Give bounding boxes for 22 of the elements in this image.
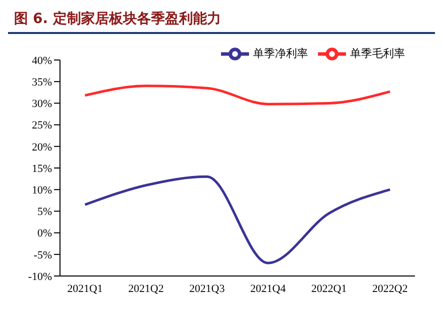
y-tick-label: 15% <box>32 162 52 175</box>
y-tick-label: -5% <box>34 249 52 262</box>
y-tick-label: 5% <box>37 206 52 218</box>
chart-title: 图 6. 定制家居板块各季盈利能力 <box>8 8 435 34</box>
legend-label: 单季净利率 <box>253 47 308 60</box>
x-tick-label: 2021Q1 <box>67 282 103 295</box>
y-tick-label: 20% <box>32 141 52 154</box>
y-tick-label: -10% <box>28 270 52 283</box>
line-series <box>84 84 392 106</box>
y-tick-label: 40% <box>32 54 52 67</box>
y-tick-label: 30% <box>32 98 52 110</box>
y-tick-label: 10% <box>32 184 52 197</box>
x-tick-label: 2022Q1 <box>311 282 347 295</box>
x-tick-label: 2021Q4 <box>250 282 286 295</box>
x-tick-label: 2022Q2 <box>372 282 408 295</box>
legend-label: 单季毛利率 <box>350 47 405 60</box>
y-tick-label: 35% <box>32 76 52 89</box>
x-tick-label: 2021Q2 <box>128 282 164 295</box>
x-tick-label: 2021Q3 <box>189 282 226 295</box>
y-tick-label: 25% <box>32 120 52 132</box>
line-series <box>84 175 392 264</box>
y-tick-label: 0% <box>37 228 52 240</box>
